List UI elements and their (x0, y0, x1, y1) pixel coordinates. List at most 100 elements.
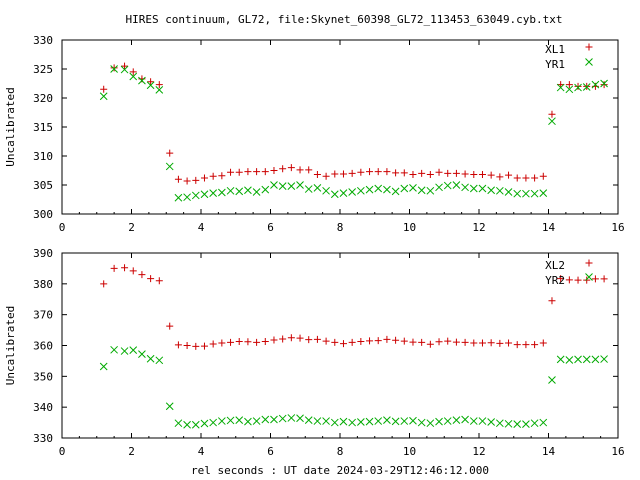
y-tick-label: 390 (33, 247, 53, 260)
data-point (174, 193, 183, 202)
data-point (487, 186, 496, 195)
data-point (600, 355, 608, 363)
legend-label: YR1 (545, 58, 565, 71)
data-point (487, 418, 496, 426)
x-tick-label: 0 (59, 445, 66, 458)
data-point (461, 170, 469, 178)
data-point (348, 188, 357, 196)
data-point (409, 416, 417, 425)
data-point (244, 417, 252, 426)
data-point (296, 181, 304, 189)
series-XL2 (100, 264, 608, 350)
data-point (591, 275, 599, 283)
data-point (426, 340, 434, 348)
data-point (322, 337, 330, 345)
data-point (304, 185, 313, 193)
series-XL1 (100, 62, 608, 185)
data-point (253, 168, 261, 176)
data-point (183, 177, 191, 185)
data-point (129, 72, 138, 81)
data-point (539, 339, 547, 347)
data-point (548, 376, 556, 384)
data-point (200, 342, 208, 350)
data-point (217, 188, 226, 197)
y-tick-label: 330 (33, 34, 53, 47)
data-point (530, 189, 539, 198)
data-point (505, 171, 513, 179)
data-point (191, 420, 200, 429)
y-axis-label: Uncalibrated (4, 87, 17, 166)
data-point (313, 171, 321, 179)
data-point (296, 414, 304, 423)
y-tick-label: 305 (33, 179, 53, 192)
data-point (322, 186, 330, 195)
data-point (357, 337, 365, 345)
data-point (339, 189, 348, 197)
data-point (100, 85, 108, 93)
data-point (487, 171, 495, 179)
data-point (530, 419, 539, 428)
data-point (409, 171, 417, 179)
data-point (147, 275, 155, 283)
data-point (129, 346, 138, 354)
data-point (356, 186, 365, 195)
data-point (348, 169, 356, 177)
data-point (235, 416, 244, 424)
data-point (279, 335, 287, 343)
data-point (505, 339, 513, 347)
data-point (165, 402, 174, 411)
y-tick-label: 380 (33, 278, 53, 291)
data-point (261, 185, 270, 194)
y-tick-label: 310 (33, 150, 53, 163)
data-point (383, 335, 391, 343)
data-point (121, 62, 129, 70)
data-point (235, 187, 244, 196)
data-point (591, 82, 599, 90)
y-tick-label: 320 (33, 92, 53, 105)
data-point (504, 188, 513, 196)
data-point (400, 184, 409, 193)
data-point (443, 417, 452, 425)
data-point (253, 338, 261, 346)
data-point (138, 350, 146, 358)
data-point (339, 340, 347, 348)
data-point (417, 418, 426, 427)
data-point (522, 420, 530, 428)
data-point (121, 264, 129, 272)
data-point (366, 337, 374, 345)
data-point (244, 186, 252, 195)
data-point (600, 81, 608, 89)
data-point (487, 339, 495, 347)
legend-marker (585, 43, 593, 51)
x-tick-label: 16 (611, 445, 624, 458)
data-point (426, 419, 435, 428)
data-point (261, 168, 269, 176)
data-point (261, 415, 270, 424)
data-point (278, 414, 287, 423)
y-axis-label: Uncalibrated (4, 306, 17, 385)
data-point (165, 162, 174, 171)
data-point (582, 355, 591, 364)
data-point (461, 338, 469, 346)
data-point (155, 356, 164, 365)
x-tick-label: 8 (337, 221, 344, 234)
data-point (556, 355, 565, 364)
data-point (235, 168, 243, 176)
data-point (110, 64, 118, 72)
data-point (565, 81, 573, 89)
data-point (209, 418, 218, 427)
data-point (391, 187, 400, 196)
data-point (313, 417, 322, 425)
data-point (531, 174, 539, 182)
x-tick-label: 6 (267, 221, 274, 234)
data-point (120, 65, 129, 74)
data-point (452, 181, 461, 189)
data-point (183, 420, 191, 429)
data-point (574, 276, 582, 284)
data-point (478, 184, 487, 193)
y-tick-label: 325 (33, 63, 53, 76)
data-point (183, 342, 191, 349)
legend-label: XL1 (545, 43, 565, 56)
data-point (138, 75, 146, 83)
data-point (435, 168, 443, 176)
